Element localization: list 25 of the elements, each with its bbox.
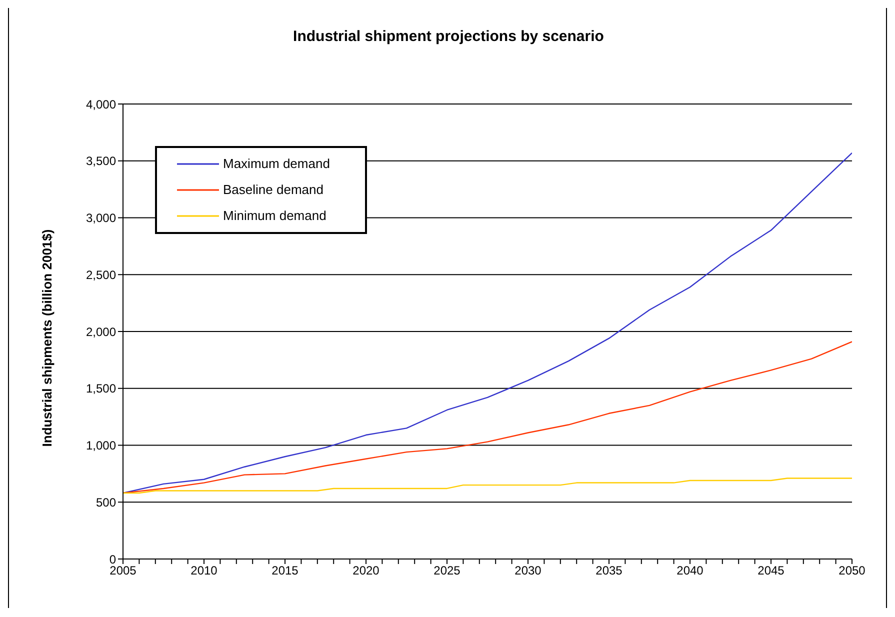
x-tick-label: 2010	[190, 564, 218, 578]
x-tick-label: 2015	[272, 564, 299, 578]
y-tick-label: 3,000	[86, 211, 116, 226]
x-tick-label: 2020	[352, 564, 380, 578]
chart-title: Industrial shipment projections by scenario	[292, 28, 605, 45]
x-tick-label: 2030	[514, 564, 542, 578]
legend-label: Minimum demand	[223, 207, 326, 225]
y-tick-label: 4,000	[86, 97, 116, 112]
x-tick-label: 2050	[838, 564, 866, 578]
y-tick-label: 2,500	[86, 268, 116, 282]
x-tick-label: 2035	[596, 564, 623, 578]
y-tick-label: 0	[109, 552, 116, 566]
line-series	[123, 478, 852, 494]
y-tick-label: 1,000	[86, 438, 116, 453]
legend-label: Baseline demand	[223, 181, 324, 199]
y-tick-label: 1,500	[86, 382, 116, 396]
x-tick-label: 2005	[110, 564, 137, 578]
y-axis-title: Industrial shipments (billion 2001$)	[40, 229, 54, 447]
x-tick-label: 2040	[676, 564, 704, 578]
y-tick-label: 500	[96, 495, 116, 510]
x-tick-label: 2045	[758, 564, 785, 578]
y-tick-label: 2,000	[86, 324, 116, 339]
legend-label: Maximum demand	[223, 155, 330, 173]
x-tick-label: 2025	[434, 564, 461, 578]
y-tick-label: 3,500	[86, 154, 116, 168]
